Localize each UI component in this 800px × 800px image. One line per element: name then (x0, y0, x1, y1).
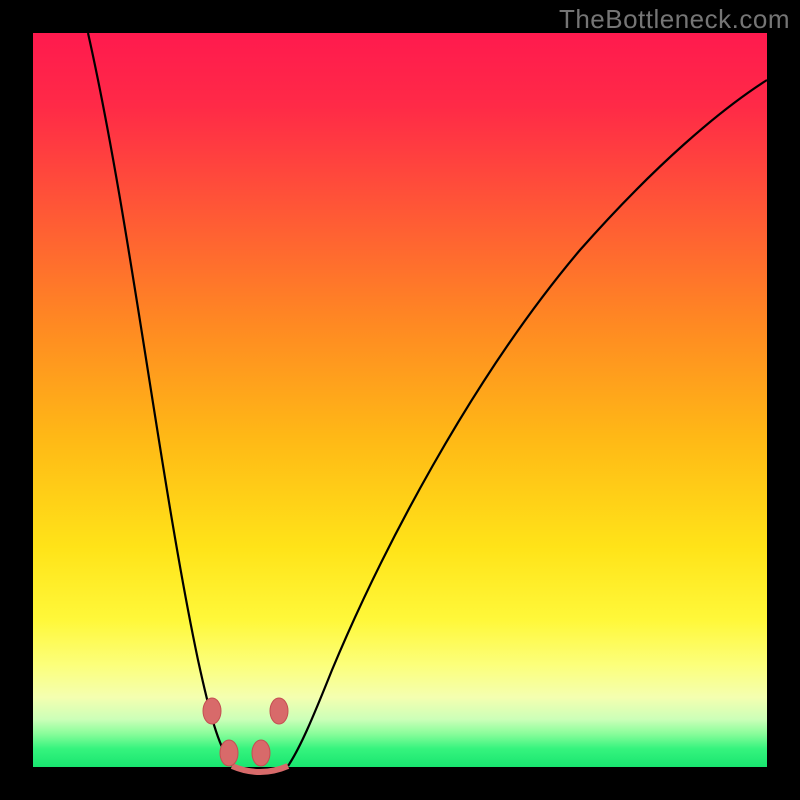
watermark-text: TheBottleneck.com (559, 4, 790, 35)
bottleneck-chart (0, 0, 800, 800)
plot-background (33, 33, 767, 767)
chart-container: TheBottleneck.com (0, 0, 800, 800)
valley-dot (203, 698, 221, 724)
valley-dot (252, 740, 270, 766)
valley-dot (270, 698, 288, 724)
valley-dot (220, 740, 238, 766)
